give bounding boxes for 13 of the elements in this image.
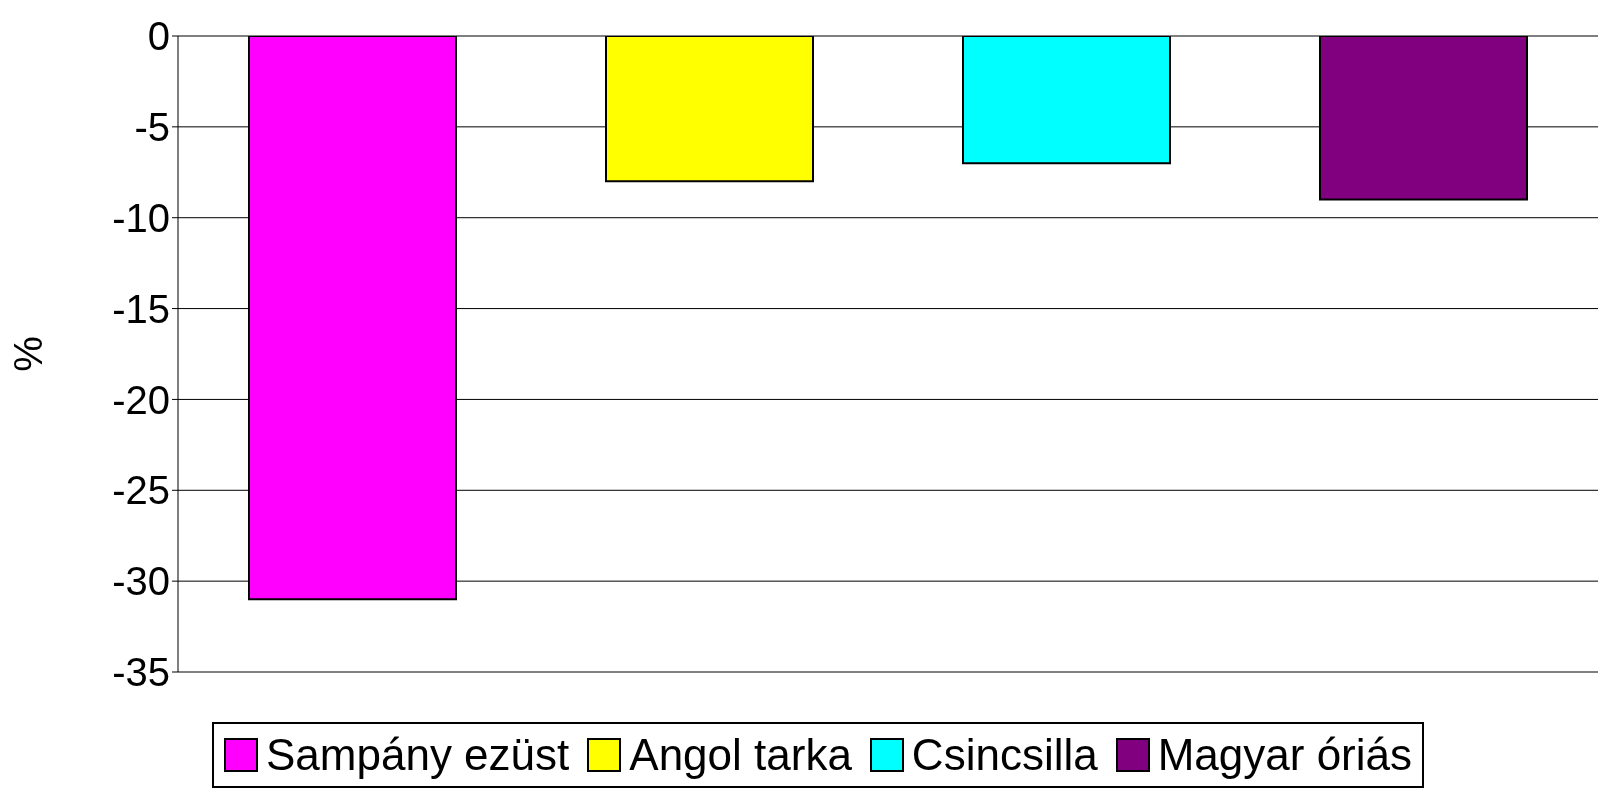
legend-label: Angol tarka	[629, 730, 852, 780]
y-tick-label: -25	[112, 468, 170, 513]
y-tick-label: -10	[112, 195, 170, 240]
y-tick-label: -15	[112, 286, 170, 331]
y-axis-title: %	[6, 336, 51, 372]
legend-label: Magyar óriás	[1157, 730, 1412, 780]
y-tick-label: 0	[147, 14, 170, 59]
legend-label: Csincsilla	[911, 730, 1098, 780]
y-tick-label: -5	[134, 105, 170, 150]
y-tick-label: -20	[112, 377, 170, 422]
y-tick-label: -30	[112, 559, 170, 604]
y-tick-label: -35	[112, 650, 170, 695]
legend-label: Sampány ezüst	[266, 730, 570, 780]
